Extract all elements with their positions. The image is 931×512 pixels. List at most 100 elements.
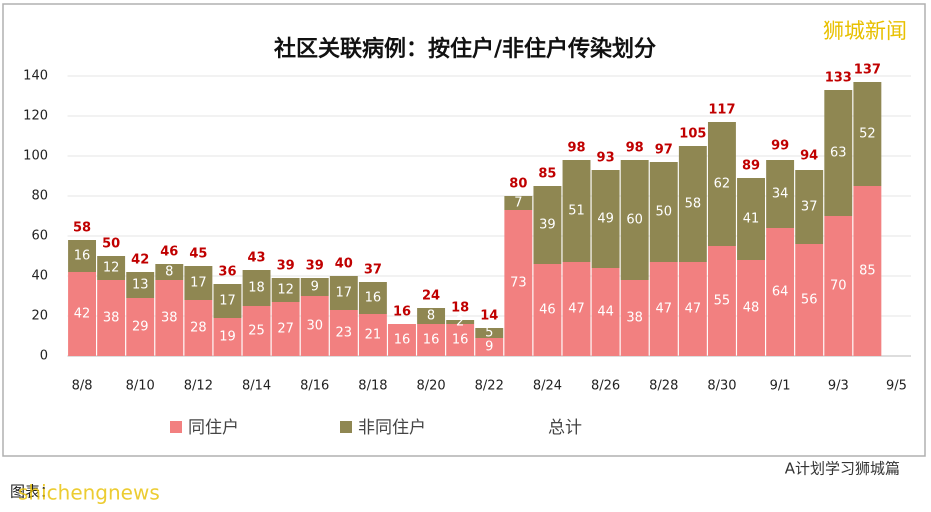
total-label: 37 <box>364 263 382 278</box>
brand: A计划学习狮城篇 <box>785 460 900 478</box>
legend-label: 非同住户 <box>358 418 426 438</box>
bar-segment <box>795 244 824 356</box>
x-tick-label: 9/1 <box>770 379 791 394</box>
bar-segment <box>300 278 329 296</box>
watermark: 狮城新闻 <box>823 19 907 43</box>
bar-segment <box>853 82 882 186</box>
total-label: 133 <box>825 71 852 86</box>
y-tick-label: 80 <box>31 189 48 204</box>
segment-label: 38 <box>103 311 120 326</box>
bar-segment <box>562 262 591 356</box>
bar-segment <box>271 278 300 302</box>
segment-label: 47 <box>685 302 702 317</box>
bar-segment <box>126 272 155 298</box>
total-label: 117 <box>708 103 735 118</box>
total-label: 93 <box>597 151 615 166</box>
segment-label: 49 <box>597 212 614 227</box>
bar-segment <box>184 300 213 356</box>
total-label: 18 <box>451 301 469 316</box>
bar-segment <box>620 160 649 280</box>
total-label: 39 <box>277 259 295 274</box>
segment-label: 23 <box>336 326 353 341</box>
total-label: 40 <box>335 257 353 272</box>
segment-label: 2 <box>456 315 464 330</box>
x-tick-label: 8/26 <box>591 379 620 394</box>
segment-label: 25 <box>248 324 265 339</box>
bar-segment <box>446 324 475 356</box>
segment-label: 9 <box>485 340 493 355</box>
x-tick-label: 8/20 <box>416 379 445 394</box>
segment-label: 34 <box>772 187 789 202</box>
total-label: 39 <box>306 259 324 274</box>
segment-label: 16 <box>394 333 411 348</box>
segment-label: 39 <box>539 218 556 233</box>
segment-label: 51 <box>568 204 585 219</box>
bar-segment <box>504 210 533 356</box>
y-tick-label: 120 <box>23 109 48 124</box>
bar-segment <box>649 162 678 262</box>
segment-label: 9 <box>311 280 319 295</box>
bar-segment <box>824 216 853 356</box>
bar-segment <box>329 310 358 356</box>
bar-segment <box>155 264 184 280</box>
total-label: 137 <box>854 63 881 78</box>
total-label: 42 <box>131 253 149 268</box>
bar-segment <box>68 240 97 272</box>
segment-label: 7 <box>514 196 522 211</box>
segment-label: 38 <box>626 311 643 326</box>
segment-label: 16 <box>365 291 382 306</box>
total-label: 24 <box>422 289 440 304</box>
segment-label: 64 <box>772 285 789 300</box>
x-tick-label: 8/24 <box>533 379 562 394</box>
y-tick-label: 100 <box>23 149 48 164</box>
y-tick-label: 20 <box>31 309 48 324</box>
segment-label: 73 <box>510 276 527 291</box>
bar-segment <box>824 90 853 216</box>
segment-label: 56 <box>801 293 818 308</box>
segment-label: 41 <box>743 212 760 227</box>
total-label: 14 <box>480 309 498 324</box>
bar-segment <box>620 280 649 356</box>
bar-segment <box>417 324 446 356</box>
bar-segment <box>737 260 765 356</box>
segment-label: 21 <box>365 328 382 343</box>
bar-segment <box>242 306 271 356</box>
x-tick-label: 8/18 <box>358 379 387 394</box>
bar-segment <box>242 270 271 306</box>
total-label: 80 <box>509 177 527 192</box>
segment-label: 12 <box>277 283 294 298</box>
total-label: 45 <box>189 247 207 262</box>
y-tick-label: 40 <box>31 269 48 284</box>
total-label: 89 <box>742 159 760 174</box>
bar-segment <box>766 228 795 356</box>
bar-segment <box>737 178 765 260</box>
bar-segment <box>213 318 242 356</box>
total-label: 105 <box>679 127 706 142</box>
segment-label: 17 <box>219 294 236 309</box>
segment-label: 42 <box>74 307 91 322</box>
bar-segment <box>271 302 300 356</box>
x-tick-label: 9/3 <box>828 379 849 394</box>
segment-label: 13 <box>132 278 149 293</box>
segment-label: 19 <box>219 330 236 345</box>
segment-label: 16 <box>452 333 469 348</box>
bar-segment <box>678 262 707 356</box>
segment-label: 16 <box>74 249 91 264</box>
segment-label: 58 <box>685 197 702 212</box>
bar-segment <box>707 122 736 246</box>
bar-segment <box>795 170 824 244</box>
bar-segment <box>184 266 213 300</box>
total-label: 99 <box>771 139 789 154</box>
y-tick-label: 60 <box>31 229 48 244</box>
segment-label: 17 <box>336 286 353 301</box>
x-tick-label: 8/28 <box>649 379 678 394</box>
segment-label: 52 <box>859 127 876 142</box>
footer: 图表： <box>10 483 55 501</box>
segment-label: 16 <box>423 333 440 348</box>
bar-segment <box>97 280 126 356</box>
bar-segment <box>533 264 562 356</box>
segment-label: 30 <box>306 319 323 334</box>
bar-segment <box>475 328 504 338</box>
